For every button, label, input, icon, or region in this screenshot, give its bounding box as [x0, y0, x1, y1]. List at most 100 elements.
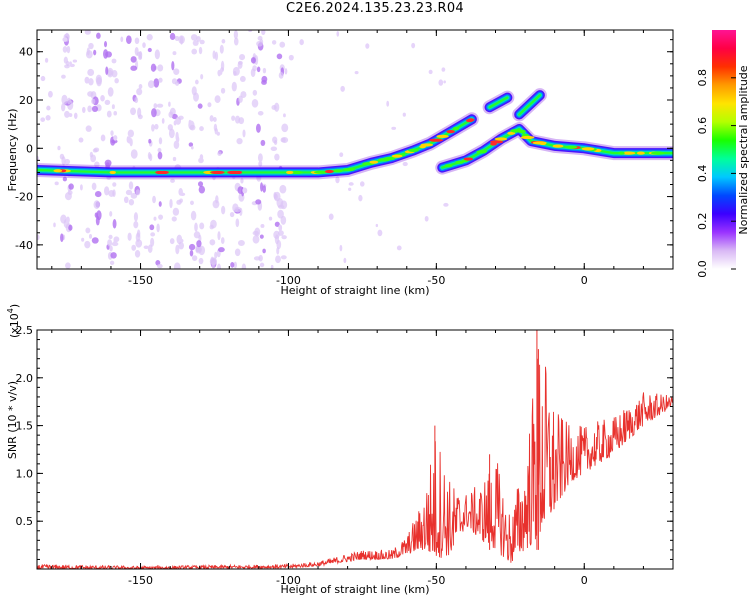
noise-speckle	[110, 130, 114, 136]
noise-speckle	[354, 71, 359, 75]
noise-speckle	[72, 59, 78, 63]
noise-speckle	[256, 40, 263, 47]
noise-speckle	[69, 61, 72, 66]
spectral-peak	[210, 170, 225, 175]
noise-speckle	[173, 262, 181, 269]
y-tick-label: 0.5	[16, 515, 34, 528]
spectral-peak	[452, 126, 460, 131]
spectral-peak	[377, 158, 390, 162]
noise-speckle	[198, 257, 204, 265]
noise-speckle	[252, 235, 260, 244]
noise-speckle	[61, 94, 68, 105]
noise-speckle	[259, 234, 264, 239]
noise-speckle	[128, 198, 135, 206]
noise-speckle	[111, 104, 115, 110]
noise-speckle	[66, 60, 70, 67]
noise-speckle	[134, 97, 139, 104]
noise-speckle	[274, 102, 280, 112]
noise-speckle	[257, 35, 263, 41]
noise-speckle	[158, 77, 163, 83]
noise-speckle	[377, 229, 383, 237]
y-tick-label: 2.0	[16, 372, 34, 385]
noise-speckle	[105, 66, 109, 76]
noise-speckle	[237, 239, 245, 246]
noise-speckle	[213, 117, 217, 122]
noise-speckle	[214, 95, 221, 103]
noise-speckle	[133, 212, 139, 222]
spectral-peak	[507, 131, 516, 135]
noise-speckle	[280, 255, 287, 260]
noise-speckle	[217, 151, 222, 156]
noise-speckle	[234, 206, 242, 213]
noise-speckle	[234, 115, 241, 124]
colorbar-label: Normalized spectral amplitude	[737, 65, 750, 234]
noise-speckle	[235, 218, 240, 228]
spectral-peak	[343, 167, 356, 172]
noise-speckle	[154, 49, 160, 60]
noise-speckle	[272, 136, 278, 144]
y-tick-label: 20	[19, 94, 33, 107]
noise-speckle	[45, 115, 51, 121]
noise-speckle	[348, 182, 354, 186]
noise-speckle	[257, 110, 264, 116]
noise-speckle	[278, 72, 284, 79]
spectral-peak	[235, 170, 243, 175]
noise-speckle	[87, 68, 95, 77]
noise-speckle	[221, 205, 226, 215]
noise-speckle	[134, 37, 140, 45]
noise-speckle	[67, 97, 72, 105]
noise-speckle	[274, 153, 280, 161]
noise-speckle	[193, 92, 199, 102]
noise-speckle	[209, 257, 217, 266]
noise-speckle	[258, 161, 263, 167]
noise-speckle	[172, 51, 177, 56]
noise-speckle	[443, 80, 446, 84]
noise-speckle	[93, 49, 97, 56]
noise-speckle	[196, 36, 201, 42]
spectral-peak	[621, 151, 636, 155]
noise-speckle	[230, 262, 235, 268]
noise-speckle	[127, 129, 135, 138]
noise-speckle	[279, 41, 286, 48]
x-tick-label: -150	[128, 574, 153, 587]
noise-speckle	[176, 199, 182, 205]
noise-speckle	[158, 137, 163, 145]
noise-speckle	[112, 182, 117, 187]
noise-speckle	[91, 237, 99, 244]
noise-speckle	[87, 105, 92, 113]
noise-speckle	[68, 113, 73, 118]
noise-speckle	[280, 137, 286, 143]
noise-speckle	[37, 234, 40, 241]
spectral-peak	[290, 170, 303, 175]
noise-speckle	[106, 110, 112, 118]
noise-speckle	[93, 200, 100, 209]
noise-speckle	[108, 234, 113, 240]
noise-speckle	[111, 58, 117, 64]
noise-speckle	[277, 209, 284, 219]
spectrogram-axes: -150 -100 -50 0 40 20 0 -20 -40	[15, 30, 674, 287]
noise-speckle	[242, 129, 246, 138]
noise-speckle	[386, 100, 390, 107]
noise-speckle	[257, 153, 263, 163]
noise-speckle	[188, 243, 196, 251]
chart-title: C2E6.2024.135.23.23.R04	[286, 1, 464, 16]
noise-speckle	[276, 239, 282, 250]
noise-speckle	[151, 124, 155, 132]
noise-speckle	[154, 123, 159, 130]
noise-speckle	[236, 137, 243, 145]
y-tick-label: 1.5	[16, 420, 34, 433]
noise-speckle	[196, 240, 202, 248]
noise-speckle	[424, 215, 429, 222]
y-tick-label: -20	[15, 191, 33, 204]
y-tick-label: 1.0	[16, 467, 34, 480]
noise-speckle	[221, 39, 226, 44]
noise-speckle	[219, 44, 224, 54]
noise-speckle	[135, 189, 141, 196]
spectral-peak	[564, 145, 578, 149]
noise-speckle	[258, 254, 263, 262]
spectral-peak	[552, 144, 564, 148]
noise-speckle	[268, 216, 273, 221]
noise-speckle	[239, 75, 246, 82]
noise-speckle	[191, 255, 198, 262]
noise-speckle	[197, 181, 204, 187]
